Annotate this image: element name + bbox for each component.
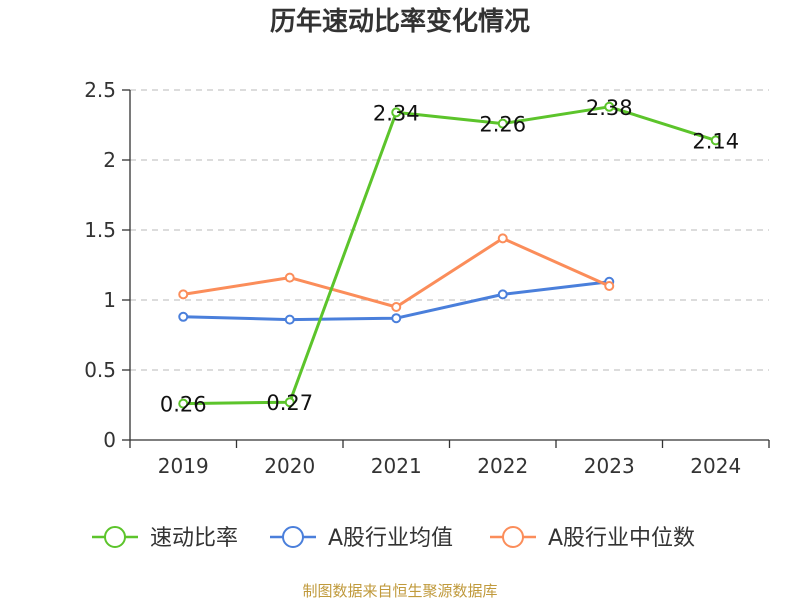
data-label: 2.26 [479,113,526,137]
y-tick-label: 1 [103,288,116,312]
data-point [391,313,402,324]
legend-label: A股行业中位数 [548,526,695,551]
y-tick-label: 2.5 [84,78,116,102]
legend: 速动比率 A股行业均值 A股行业中位数 [92,526,695,551]
data-point [284,314,295,325]
data-point [497,233,508,244]
data-point [604,101,615,112]
legend-marker [282,526,304,548]
data-point [178,398,189,409]
data-label: 2.14 [692,129,739,153]
series-layer: 0.26 0.27 2.34 2.26 2.38 2.14 [160,96,739,417]
legend-marker [104,526,126,548]
x-tick-label: 2020 [264,454,315,478]
data-label: 0.26 [160,393,207,417]
y-tick-label: 1.5 [84,218,116,242]
data-point [497,118,508,129]
series-line [183,105,717,406]
x-tick-label: 2021 [371,454,422,478]
chart-title: 历年速动比率变化情况 [270,6,530,37]
axes: 0 0.5 1 1.5 2 2.5 2019 2020 2021 2022 2023 2024 [84,78,770,478]
data-point [710,135,721,146]
series-line [183,236,610,309]
legend-label: A股行业均值 [328,526,453,551]
y-tick-label: 0.5 [84,358,116,382]
x-tick-label: 2022 [477,454,528,478]
data-point [284,272,295,283]
grid-lines [130,89,769,371]
data-point [391,107,402,118]
x-tick-label: 2023 [584,454,635,478]
data-label: 2.34 [373,101,420,125]
data-label: 2.38 [586,96,633,120]
legend-marker [502,526,524,548]
data-point [178,311,189,322]
y-tick-label: 2 [103,148,116,172]
y-tick-label: 0 [103,428,116,452]
data-point [284,397,295,408]
source-note: 制图数据来自恒生聚源数据库 [302,582,497,600]
x-tick-label: 2024 [690,454,741,478]
data-label: 0.27 [266,391,313,415]
data-point [604,281,615,291]
data-point [391,302,402,312]
data-point [178,289,189,300]
data-point [497,289,508,300]
x-tick-label: 2019 [158,454,209,478]
legend-label: 速动比率 [150,526,238,551]
